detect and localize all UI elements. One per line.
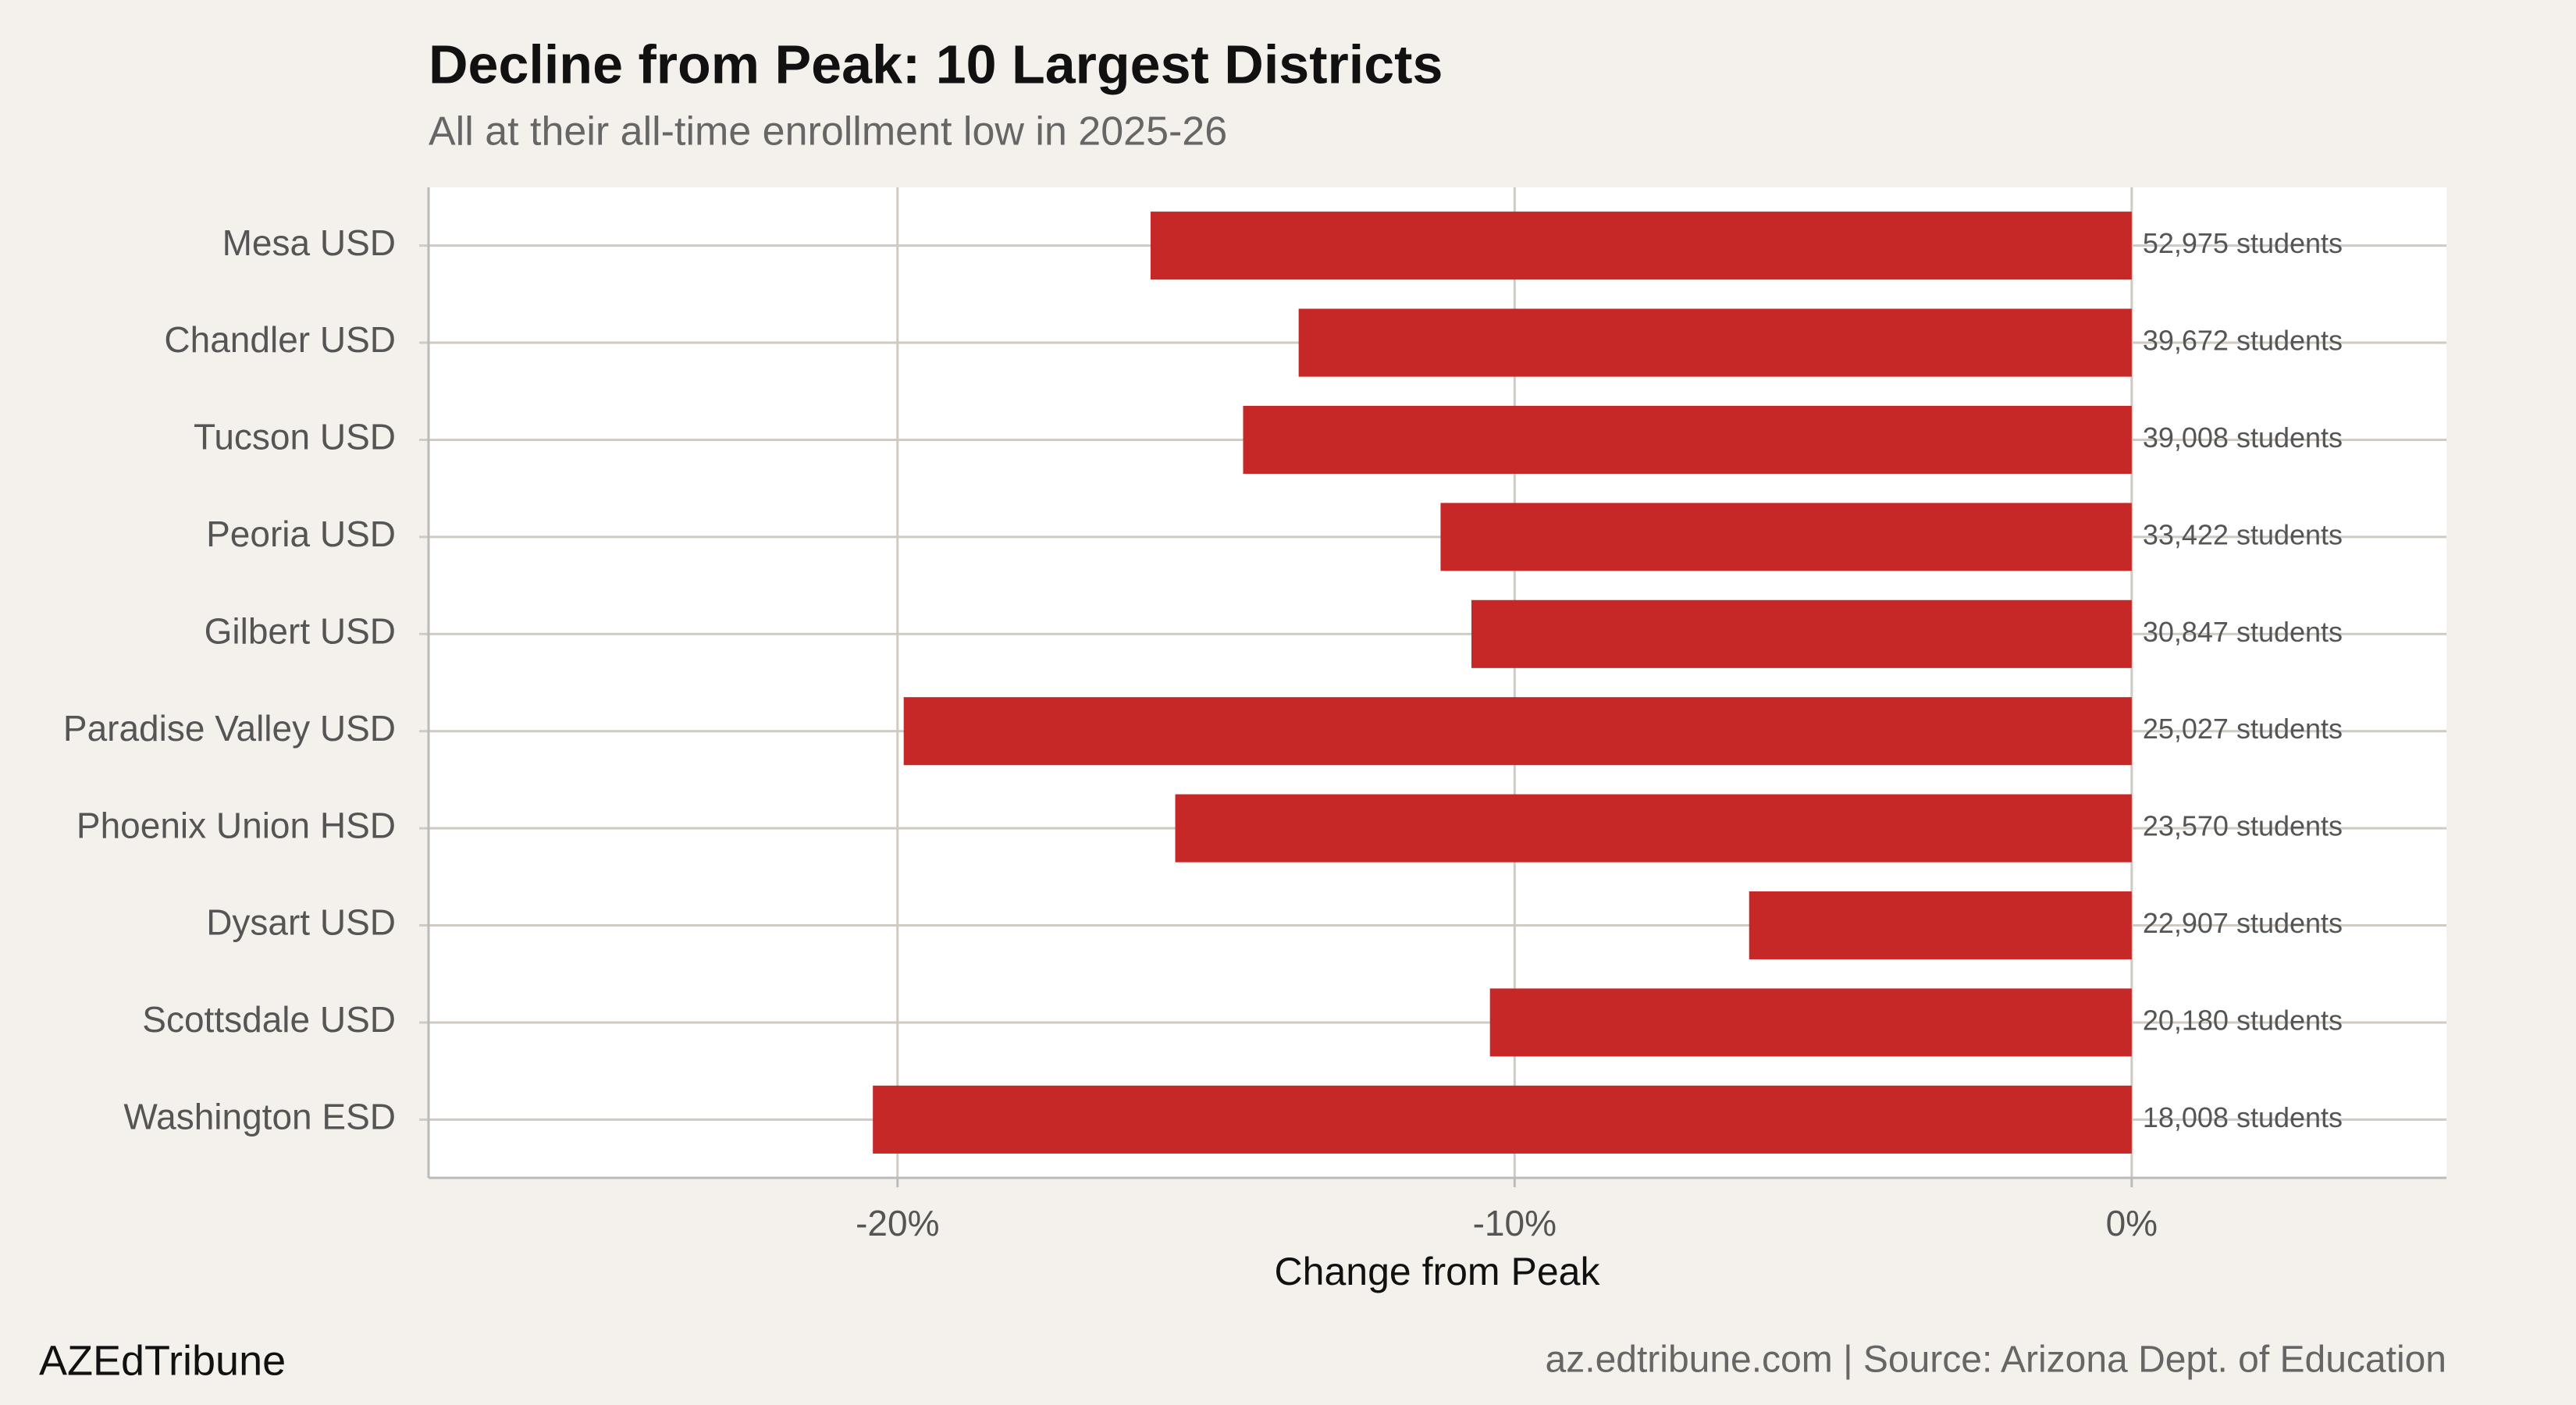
source-note: az.edtribune.com | Source: Arizona Dept.… <box>1546 1339 2446 1381</box>
y-tick-label: Paradise Valley USD <box>63 708 396 749</box>
x-axis-label: Change from Peak <box>1275 1250 1601 1293</box>
x-tick-label: 0% <box>2106 1203 2158 1243</box>
enrollment-label: 18,008 students <box>2143 1101 2343 1133</box>
y-tick-label: Tucson USD <box>194 417 396 457</box>
y-tick-label: Chandler USD <box>164 319 396 360</box>
enrollment-label: 39,008 students <box>2143 422 2343 454</box>
bar <box>873 1085 2132 1154</box>
enrollment-label: 25,027 students <box>2143 713 2343 745</box>
chart-subtitle: All at their all-time enrollment low in … <box>429 109 1227 155</box>
enrollment-label: 30,847 students <box>2143 616 2343 648</box>
bar <box>1243 405 2132 475</box>
y-tick-label: Washington ESD <box>123 1097 396 1137</box>
y-tick-label: Peoria USD <box>206 514 396 554</box>
bar <box>1471 599 2132 668</box>
bar <box>903 697 2132 766</box>
chart-title: Decline from Peak: 10 Largest Districts <box>429 34 1443 94</box>
y-tick-label: Dysart USD <box>206 902 396 943</box>
bar <box>1150 212 2132 280</box>
enrollment-label: 20,180 students <box>2143 1004 2343 1036</box>
x-tick-label: -20% <box>856 1203 939 1243</box>
y-tick-label: Scottsdale USD <box>142 999 396 1040</box>
x-tick-label: -10% <box>1473 1203 1557 1243</box>
branding: AZEdTribune <box>39 1337 286 1384</box>
bar <box>1749 891 2132 960</box>
bar <box>1175 794 2132 863</box>
y-tick-label: Mesa USD <box>222 222 396 263</box>
bar <box>1489 988 2132 1057</box>
enrollment-label: 39,672 students <box>2143 325 2343 357</box>
bar <box>1440 503 2132 571</box>
y-tick-label: Gilbert USD <box>205 610 396 651</box>
y-tick-label: Phoenix Union HSD <box>76 805 396 845</box>
enrollment-label: 33,422 students <box>2143 518 2343 550</box>
enrollment-label: 23,570 students <box>2143 810 2343 842</box>
enrollment-label: 22,907 students <box>2143 907 2343 939</box>
enrollment-label: 52,975 students <box>2143 227 2343 259</box>
bar <box>1298 308 2132 377</box>
